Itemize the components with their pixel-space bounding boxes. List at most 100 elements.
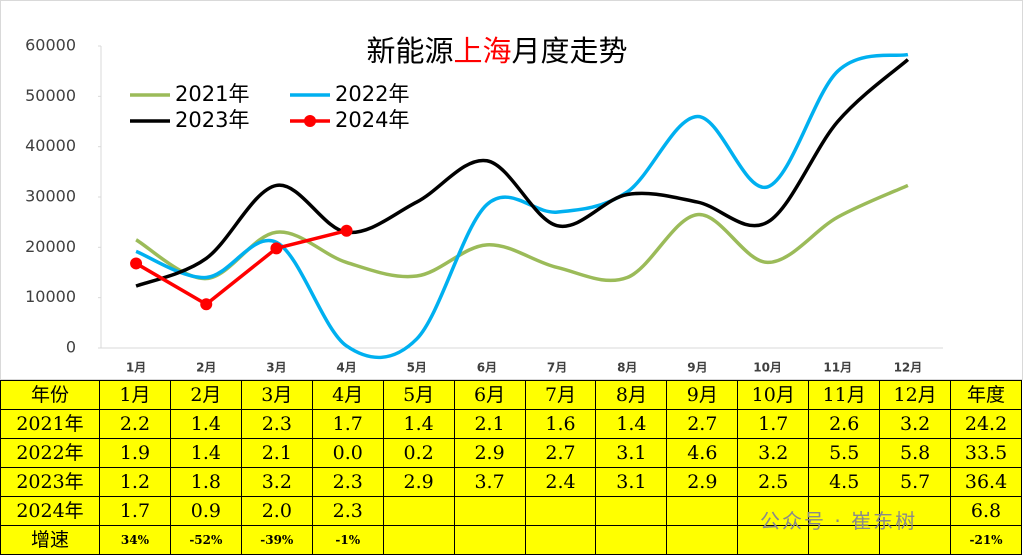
table-cell: 2.5 [737,467,810,497]
table-cell [382,525,455,555]
table-cell: 2023年 [0,467,100,497]
table-cell [453,496,526,526]
table-cell: 12月 [879,380,952,410]
table-cell [524,496,597,526]
table-cell: 0.2 [382,438,455,468]
table-cell: 5.8 [879,438,952,468]
table-cell [737,525,810,555]
x-tick-label: 7月 [547,361,567,375]
table-cell: 7月 [524,380,597,410]
series-line [135,183,909,283]
legend-label: 2022年 [335,82,409,106]
table-cell: 2.2 [99,409,171,439]
table-cell: 2.3 [311,467,384,497]
table-cell: 2.4 [524,467,597,497]
x-tick-label: 6月 [477,361,497,375]
table-cell: 2.3 [240,409,313,439]
table-cell: 3.1 [595,467,668,497]
table-cell: 34% [99,525,171,555]
table-cell [737,496,810,526]
chart: 新能源上海月度走势 0 10000 20000 30000 40000 50000 6000… [0,0,1023,380]
table-cell [666,525,739,555]
table-cell [595,496,668,526]
table-row: 年份 1月 2月 3月 4月 5月 6月 7月 8月 9月 10月 11月 12月 年度 [0,380,1022,410]
y-tick-label: 0 [66,338,76,357]
x-tick-label: 8月 [617,361,637,375]
table-cell: 4.5 [808,467,881,497]
legend-label: 2021年 [175,82,249,106]
table-cell: 1.4 [382,409,455,439]
table-cell: 11月 [808,380,881,410]
table-cell: 3.1 [595,438,668,468]
data-table: 年份 1月 2月 3月 4月 5月 6月 7月 8月 9月 10月 11月 12月 年度 2021年 2.2 1… [0,380,1022,555]
table-cell: 0.9 [169,496,242,526]
table-cell: 3.2 [879,409,952,439]
table-cell [382,496,455,526]
table-cell: -1% [311,525,384,555]
table-cell: 5.5 [808,438,881,468]
table-row: 2023年 1.2 1.8 3.2 2.3 2.9 3.7 2.4 3.1 2.9 2.5 4.5 5.… [0,467,1022,497]
x-tick-label: 5月 [407,361,427,375]
series-line [135,52,909,360]
title-part: 上海 [453,34,511,68]
table-cell [808,525,881,555]
table-cell [879,525,952,555]
x-tick-label: 2月 [196,361,216,375]
table-cell [879,496,952,526]
table-cell: 5.7 [879,467,952,497]
table-cell: 2.9 [382,467,455,497]
table-cell: 0.0 [311,438,384,468]
table-cell [666,496,739,526]
x-tick-label: 1月 [126,361,146,375]
watermark: 公众号 · 崔东树 [760,509,918,533]
table-row: 2024年 1.7 0.9 2.0 2.3 6.8 [0,496,1022,526]
table-cell: 2.7 [524,438,597,468]
table-cell: 24.2 [950,409,1022,439]
x-tick-label: 4月 [336,361,356,375]
table-cell: 2.6 [808,409,881,439]
table-cell: 年度 [950,380,1022,410]
table-cell: 1.2 [99,467,171,497]
point [340,224,353,237]
table-cell [595,525,668,555]
y-tick-label: 20000 [25,237,76,256]
table-cell: 5月 [382,380,455,410]
point [130,257,143,270]
x-tick-label: 10月 [753,361,782,375]
series-line [135,58,910,288]
legend-label: 2024年 [335,108,409,132]
x-tick-label: 3月 [266,361,286,375]
table-cell: 3.2 [737,438,810,468]
point [200,298,213,311]
table-cell: 2月 [169,380,242,410]
table-cell: 1.7 [99,496,171,526]
table-cell: 2.9 [666,467,739,497]
table-cell: 6月 [453,380,526,410]
x-tick-label: 9月 [687,361,707,375]
table-cell: -21% [950,525,1022,555]
table-cell: 33.5 [950,438,1022,468]
table-cell: 1.4 [169,409,242,439]
table-cell: 8月 [595,380,668,410]
x-tick-label: 12月 [894,361,923,375]
y-tick-label: 30000 [25,187,76,206]
table-cell: 1.4 [595,409,668,439]
table-cell: 2.1 [240,438,313,468]
table-row: 增速 34% -52% -39% -1% -21% [0,525,1022,555]
table-cell: 1.7 [737,409,810,439]
table-cell: 4.6 [666,438,739,468]
table-row: 2022年 1.9 1.4 2.1 0.0 0.2 2.9 2.7 3.1 4.6 3.2 5.5 5.… [0,438,1022,468]
table-cell: 增速 [0,525,100,555]
y-tick-label: 50000 [25,86,76,105]
table-cell: -52% [169,525,242,555]
table-cell: 2.0 [240,496,313,526]
y-tick-label: 60000 [25,36,76,55]
point [270,242,283,255]
table-cell: 3月 [240,380,313,410]
table-cell: 4月 [311,380,384,410]
table-cell: 2022年 [0,438,100,468]
table-cell: 1月 [99,380,171,410]
table-cell: 3.7 [453,467,526,497]
table-cell: 1.4 [169,438,242,468]
y-tick-label: 10000 [25,287,76,306]
